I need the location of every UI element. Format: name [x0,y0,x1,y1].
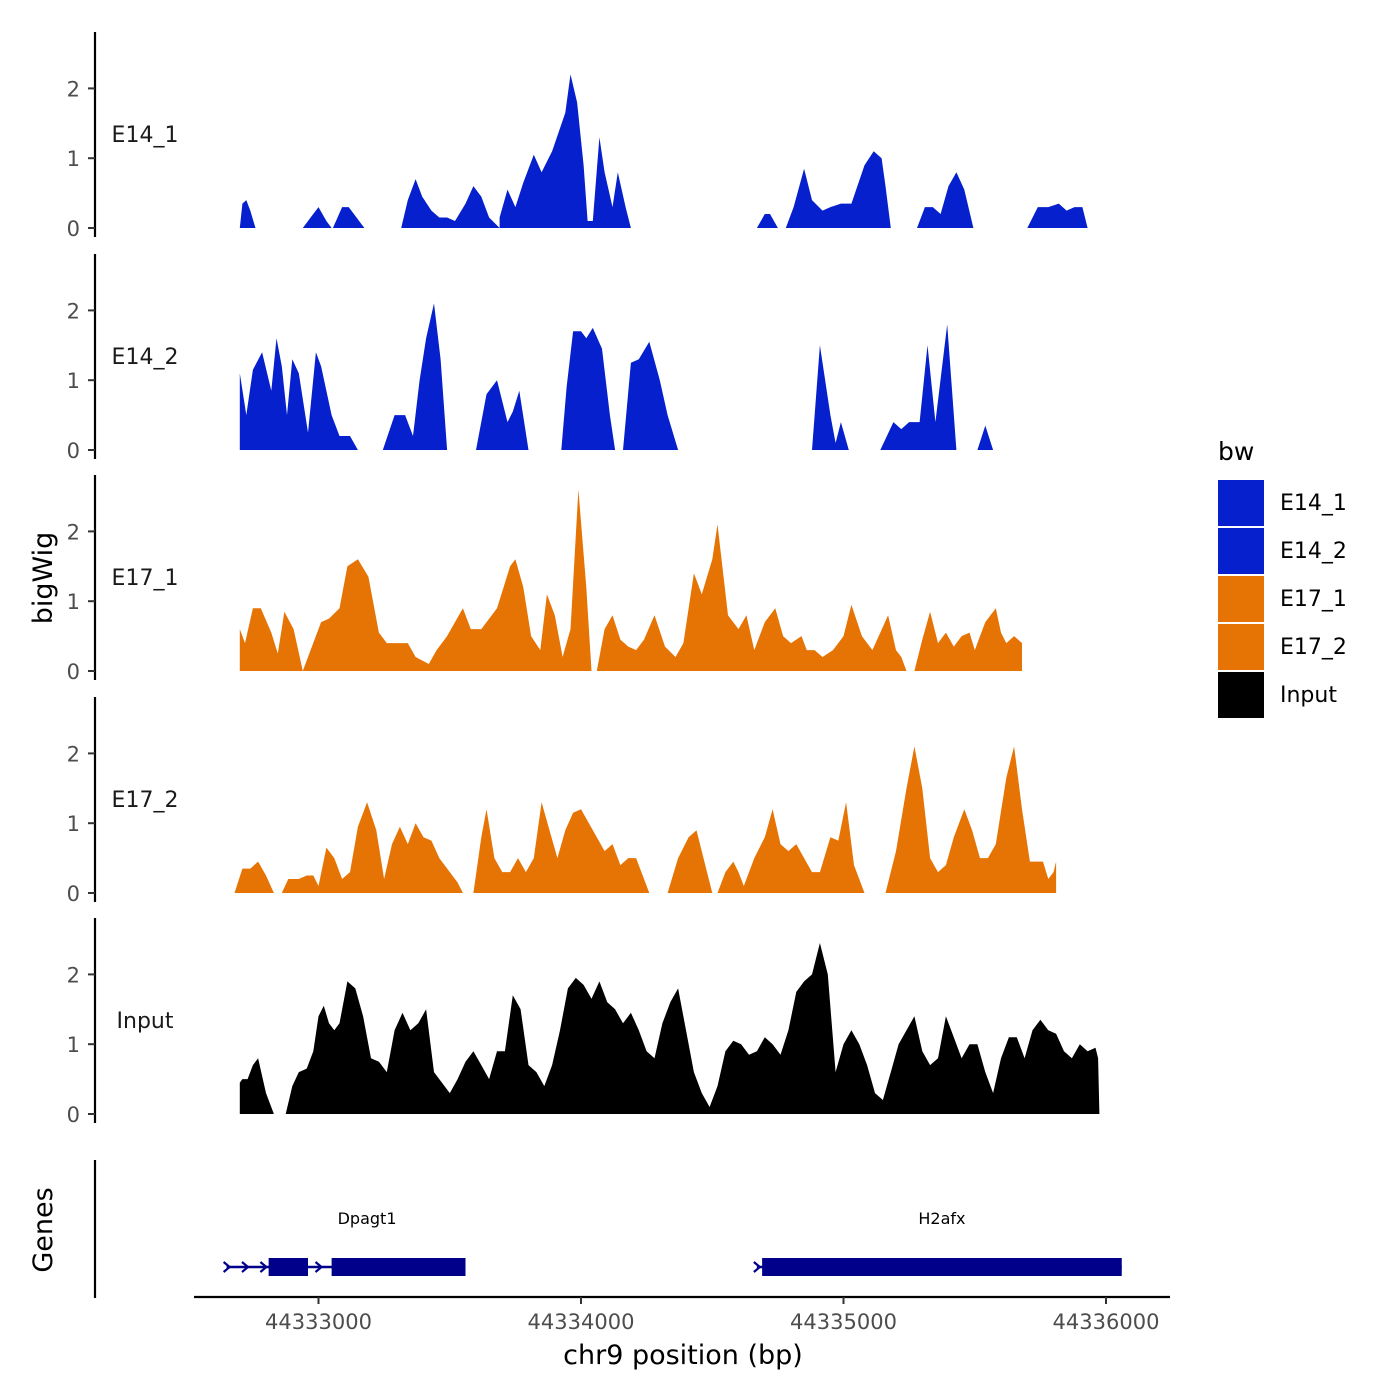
y-tick-label: 0 [67,1103,80,1127]
legend-label: Input [1280,683,1337,708]
legend-title: bw [1218,437,1254,466]
legend-swatch [1218,576,1264,622]
track-label: E14_1 [112,123,179,148]
x-tick-label: 44334000 [528,1310,635,1334]
track-E17_2: 0 1 2 E17_2 [67,697,1057,906]
y-tick-label: 2 [67,963,80,987]
coverage-area [596,524,907,671]
coverage-area [917,172,974,228]
x-tick-label: 44333000 [265,1310,372,1334]
coverage-area [382,303,448,450]
coverage-area [914,608,1022,671]
coverage-area [401,74,631,229]
coverage-area [302,207,332,228]
x-axis: 44333000 44334000 44335000 44336000 [194,1295,1170,1334]
legend-label: E17_1 [1280,587,1347,612]
strand-arrow [259,1261,269,1273]
gene-label: H2afx [918,1209,965,1228]
gene-label: Dpagt1 [338,1209,397,1228]
legend-label: E14_1 [1280,491,1347,516]
y-tick-label: 0 [67,217,80,241]
track-E14_2: 0 1 2 E14_2 [67,254,994,463]
legend-swatch [1218,672,1264,718]
legend-swatch [1218,528,1264,574]
y-tick-label: 1 [67,590,80,614]
y-tick-label: 2 [67,299,80,323]
strand-arrow [753,1261,762,1273]
coverage-area [885,746,1057,893]
coverage-area [239,1058,274,1114]
track-panels: 0 1 2 E14_1 0 1 2 E14_2 0 1 2 E17_1 0 1 2 E17_2 0 1 2 Input [67,32,1100,1127]
genes-panel: Dpagt1 H2afx [93,1160,1122,1298]
x-axis-title: chr9 position (bp) [563,1340,803,1371]
track-label: E17_1 [112,566,179,591]
coverage-area [239,489,592,671]
coverage-area [812,345,849,450]
y-tick-label: 1 [67,1033,80,1057]
track-label: E14_2 [112,345,179,370]
strand-arrow [241,1261,250,1273]
coverage-area [332,207,365,228]
legend-swatch [1218,480,1264,526]
track-E14_1: 0 1 2 E14_1 [67,32,1088,241]
y-tick-label: 2 [67,77,80,101]
strand-arrow [314,1261,324,1273]
gene-exon [268,1258,308,1276]
gene-exon [762,1258,1122,1276]
y-tick-label: 1 [67,147,80,171]
gene-exon [331,1258,466,1276]
coverage-area [561,327,616,450]
y-tick-label: 0 [67,882,80,906]
y-tick-label: 2 [67,742,80,766]
coverage-area [880,324,957,450]
track-label: E17_2 [112,788,179,813]
y-tick-label: 1 [67,812,80,836]
y-axis-title: bigWig [28,532,59,625]
x-tick-label: 44335000 [790,1310,897,1334]
coverage-area [717,802,865,893]
y-tick-label: 1 [67,369,80,393]
coverage-area [285,943,1100,1114]
x-tick-label: 44336000 [1053,1310,1160,1334]
coverage-area [281,802,463,893]
track-E17_1: 0 1 2 E17_1 [67,475,1022,684]
coverage-area [239,338,358,450]
coverage-area [785,151,891,228]
track-Input: 0 1 2 Input [67,918,1100,1127]
coverage-area [623,341,679,450]
coverage-area [473,802,650,893]
track-label: Input [117,1009,174,1034]
strand-arrow [222,1261,232,1273]
coverage-area [977,425,994,450]
legend-label: E17_2 [1280,635,1347,660]
y-tick-label: 0 [67,439,80,463]
coverage-area [476,380,529,450]
y-tick-label: 0 [67,660,80,684]
legend: bw E14_1 E14_2 E17_1 E17_2 Input [1218,437,1347,718]
legend-swatch [1218,624,1264,670]
coverage-area [1027,203,1088,228]
legend-label: E14_2 [1280,539,1347,564]
coverage-area [667,830,713,893]
gene-Dpagt1: Dpagt1 [222,1209,466,1276]
coverage-area [234,861,274,893]
coverage-area [756,214,778,228]
coverage-area [239,200,256,228]
genes-axis-title: Genes [28,1187,59,1272]
gene-H2afx: H2afx [753,1209,1122,1276]
y-tick-label: 2 [67,520,80,544]
